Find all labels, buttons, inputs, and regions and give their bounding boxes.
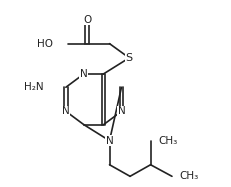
- Text: S: S: [126, 53, 133, 63]
- Text: H₂N: H₂N: [24, 82, 44, 92]
- Text: N: N: [80, 69, 88, 79]
- Text: N: N: [106, 136, 113, 146]
- Text: O: O: [83, 15, 91, 24]
- Text: N: N: [62, 106, 70, 116]
- Text: CH₃: CH₃: [158, 136, 178, 146]
- Text: N: N: [118, 106, 125, 116]
- Text: HO: HO: [37, 39, 53, 49]
- Text: CH₃: CH₃: [180, 171, 199, 181]
